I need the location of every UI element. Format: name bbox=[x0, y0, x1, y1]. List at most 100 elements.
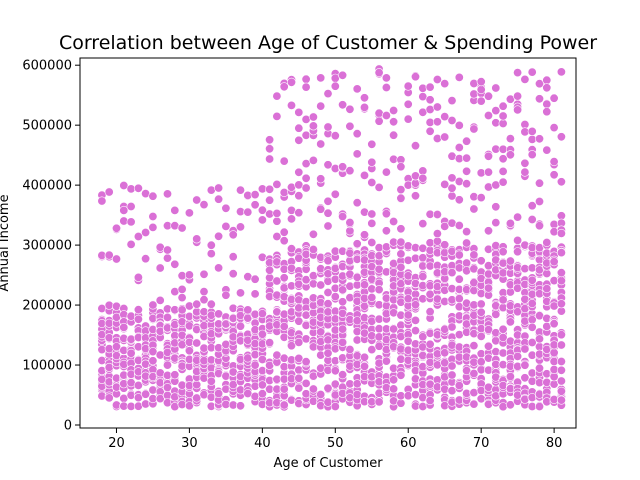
data-point bbox=[454, 120, 464, 130]
data-point bbox=[483, 111, 493, 121]
data-point bbox=[206, 310, 216, 320]
data-point bbox=[432, 134, 442, 144]
data-point bbox=[323, 89, 333, 99]
data-point bbox=[286, 77, 296, 87]
data-point bbox=[236, 185, 246, 195]
data-point bbox=[396, 162, 406, 172]
data-point bbox=[534, 334, 544, 344]
data-point bbox=[549, 227, 559, 237]
y-axis-ticks: 0 100000 200000 300000 400000 500000 600000 bbox=[22, 59, 80, 434]
data-point bbox=[418, 271, 428, 281]
data-point bbox=[491, 218, 501, 228]
data-point bbox=[440, 285, 450, 295]
data-point bbox=[513, 235, 523, 245]
data-point bbox=[272, 208, 282, 218]
data-point bbox=[476, 256, 486, 266]
data-point bbox=[286, 341, 296, 351]
data-point bbox=[527, 275, 537, 285]
data-point bbox=[556, 395, 566, 405]
data-point bbox=[301, 74, 311, 84]
data-point bbox=[250, 200, 260, 210]
data-point bbox=[257, 205, 267, 215]
data-point bbox=[549, 170, 559, 180]
data-point bbox=[316, 280, 326, 290]
data-point bbox=[308, 279, 318, 289]
data-point bbox=[374, 116, 384, 126]
data-point bbox=[491, 241, 501, 251]
plot-area-frame bbox=[79, 57, 577, 429]
data-point bbox=[330, 189, 340, 199]
data-point bbox=[520, 373, 530, 383]
data-point bbox=[294, 123, 304, 133]
data-point bbox=[126, 217, 136, 227]
data-point bbox=[425, 82, 435, 92]
x-tick-label: 20 bbox=[108, 436, 125, 451]
data-point bbox=[425, 289, 435, 299]
data-point bbox=[294, 107, 304, 117]
data-point bbox=[498, 166, 508, 176]
data-point bbox=[338, 337, 348, 347]
data-point bbox=[286, 244, 296, 254]
data-point bbox=[338, 370, 348, 380]
data-point bbox=[367, 178, 377, 188]
data-point bbox=[323, 196, 333, 206]
data-point bbox=[170, 392, 180, 402]
data-point bbox=[549, 123, 559, 133]
data-point bbox=[505, 256, 515, 266]
data-point bbox=[556, 340, 566, 350]
data-point bbox=[498, 101, 508, 111]
data-point bbox=[192, 299, 202, 309]
data-point bbox=[301, 82, 311, 92]
data-point bbox=[469, 250, 479, 260]
data-point bbox=[250, 360, 260, 370]
data-point bbox=[367, 209, 377, 219]
data-point bbox=[403, 99, 413, 109]
data-point bbox=[236, 401, 246, 411]
data-point bbox=[155, 263, 165, 273]
data-point bbox=[542, 377, 552, 387]
data-point bbox=[279, 156, 289, 166]
data-point bbox=[432, 117, 442, 127]
data-point bbox=[454, 380, 464, 390]
data-point bbox=[257, 309, 267, 319]
data-point bbox=[338, 162, 348, 172]
data-point bbox=[454, 294, 464, 304]
data-point bbox=[476, 331, 486, 341]
data-point bbox=[221, 203, 231, 213]
data-point bbox=[133, 314, 143, 324]
data-point bbox=[556, 132, 566, 142]
data-point bbox=[228, 230, 238, 240]
data-point bbox=[192, 338, 202, 348]
data-point bbox=[352, 84, 362, 94]
data-point bbox=[476, 77, 486, 87]
data-point bbox=[294, 383, 304, 393]
data-point bbox=[389, 130, 399, 140]
data-point bbox=[330, 292, 340, 302]
x-tick-label: 40 bbox=[254, 436, 271, 451]
data-point bbox=[534, 134, 544, 144]
data-point bbox=[410, 141, 420, 151]
data-point bbox=[163, 382, 173, 392]
data-point bbox=[359, 255, 369, 265]
data-point bbox=[454, 72, 464, 82]
data-point bbox=[126, 239, 136, 249]
data-point bbox=[367, 238, 377, 248]
data-point bbox=[243, 305, 253, 315]
scatter-points bbox=[97, 64, 566, 412]
data-point bbox=[556, 228, 566, 238]
data-point bbox=[228, 269, 238, 279]
y-tick-label: 400000 bbox=[22, 179, 72, 194]
data-point bbox=[170, 370, 180, 380]
data-point bbox=[556, 67, 566, 77]
data-point bbox=[425, 126, 435, 136]
data-point bbox=[469, 341, 479, 351]
data-point bbox=[513, 105, 523, 115]
data-point bbox=[396, 193, 406, 203]
data-point bbox=[294, 373, 304, 383]
data-point bbox=[447, 183, 457, 193]
data-point bbox=[454, 250, 464, 260]
data-point bbox=[556, 330, 566, 340]
data-point bbox=[279, 227, 289, 237]
data-point bbox=[381, 167, 391, 177]
data-point bbox=[236, 222, 246, 232]
